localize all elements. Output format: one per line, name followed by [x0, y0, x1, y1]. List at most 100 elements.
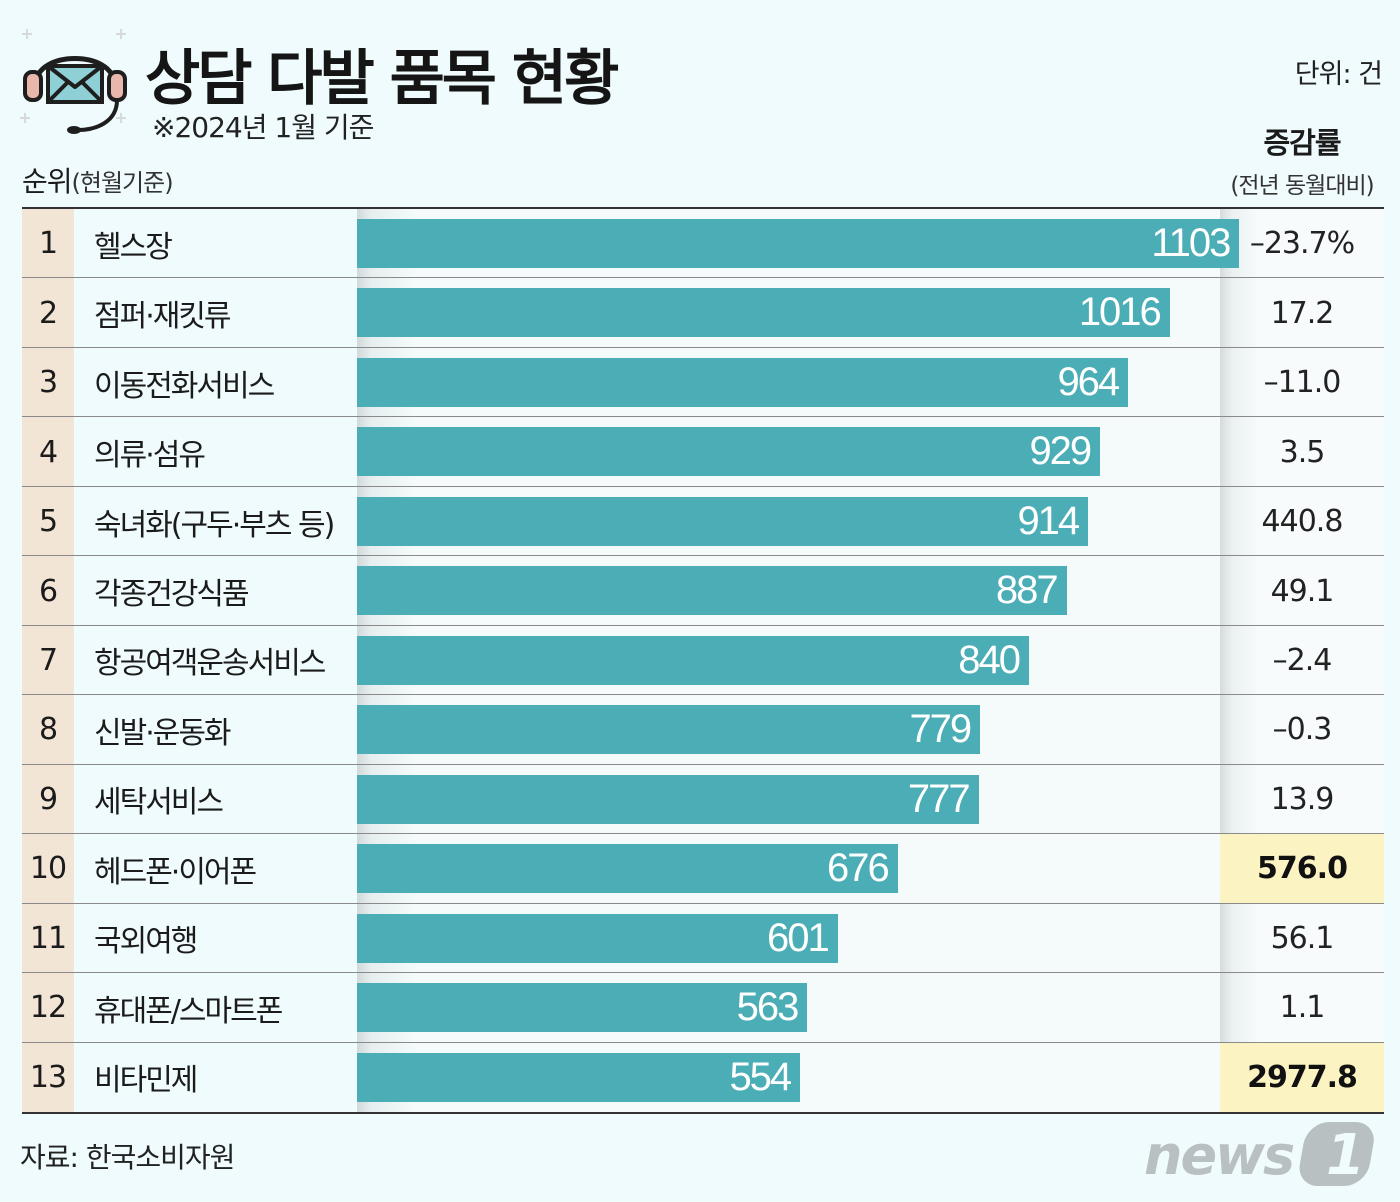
bar: 914	[357, 496, 1089, 546]
change-value: 17.2	[1270, 295, 1335, 331]
bar: 887	[357, 566, 1067, 616]
category-label: 휴대폰/스마트폰	[94, 993, 283, 1029]
rank-number: 1	[38, 226, 58, 262]
category-label: 각종건강식품	[94, 577, 250, 613]
change-value: 56.1	[1270, 920, 1335, 956]
row-divider	[22, 972, 1384, 974]
change-value: 3.5	[1279, 434, 1326, 470]
chart-row: 6 각종건강식품 887 49.1	[22, 556, 1384, 626]
chart-row: 1 헬스장 1103 –23.7%	[22, 209, 1384, 279]
row-divider	[22, 346, 1384, 348]
bar-value-label: 1103	[1151, 221, 1231, 265]
category-label: 헤드폰·이어폰	[94, 854, 257, 890]
bar-value-label: 779	[909, 707, 972, 752]
bar: 777	[357, 774, 979, 824]
category-label: 숙녀화(구두·부츠 등)	[94, 507, 335, 543]
bar: 964	[357, 357, 1129, 407]
category-label: 국외여행	[94, 924, 198, 960]
chart-row: 4 의류·섬유 929 3.5	[22, 417, 1384, 487]
rank-number: 13	[29, 1059, 67, 1095]
category-label: 헬스장	[94, 229, 173, 265]
bar-value-label: 914	[1017, 498, 1080, 543]
bar-value-label: 601	[767, 915, 830, 960]
chart-row: 5 숙녀화(구두·부츠 등) 914 440.8	[22, 487, 1384, 557]
page-title: 상담 다발 품목 현황	[145, 44, 619, 114]
chart-row: 3 이동전화서비스 964 –11.0	[22, 348, 1384, 418]
news1-logo-text: news	[1144, 1124, 1294, 1187]
source-note: 자료: 한국소비자원	[20, 1141, 235, 1174]
rank-number: 8	[38, 712, 58, 748]
news1-logo: news 1	[1144, 1122, 1374, 1188]
chart-row: 9 세탁서비스 777 13.9	[22, 765, 1384, 835]
rank-header-label: 순위	[22, 165, 73, 198]
category-label: 항공여객운송서비스	[94, 646, 326, 682]
bar: 1103	[357, 219, 1240, 268]
category-label: 의류·섬유	[94, 438, 206, 474]
chart-row: 10 헤드폰·이어폰 676 576.0	[22, 834, 1384, 904]
rank-number: 10	[29, 851, 67, 887]
change-value: 1.1	[1279, 990, 1326, 1026]
row-divider	[22, 694, 1384, 696]
bar-chart-table: 1 헬스장 1103 –23.7% 2 점퍼·재킷류 1016 17.2 3 이동전화서비스 964…	[22, 207, 1384, 1114]
bar-value-label: 1016	[1078, 290, 1162, 335]
rank-number: 5	[38, 504, 58, 540]
bar: 563	[357, 983, 808, 1033]
chart-rows: 1 헬스장 1103 –23.7% 2 점퍼·재킷류 1016 17.2 3 이동전화서비스 964…	[22, 209, 1384, 1112]
category-label: 이동전화서비스	[94, 368, 275, 404]
category-label: 비타민제	[94, 1063, 198, 1099]
chart-row: 13 비타민제 554 2977.8	[22, 1042, 1384, 1112]
change-value: 49.1	[1270, 573, 1335, 609]
rank-number: 12	[29, 990, 67, 1026]
row-divider	[22, 902, 1384, 904]
change-column-band	[1220, 209, 1384, 1112]
news1-logo-digit: 1	[1326, 1123, 1365, 1188]
category-label: 점퍼·재킷류	[94, 299, 232, 335]
rank-number: 6	[38, 573, 58, 609]
bar: 840	[357, 635, 1029, 685]
category-label: 세탁서비스	[94, 785, 224, 821]
change-value-highlight: 576.0	[1220, 834, 1384, 904]
bar: 1016	[357, 288, 1170, 338]
unit-label: 단위: 건	[1294, 59, 1383, 90]
rank-number: 3	[38, 365, 58, 401]
row-divider	[22, 555, 1384, 557]
bar: 554	[357, 1052, 801, 1102]
bar-value-label: 840	[958, 637, 1021, 682]
row-divider	[22, 485, 1384, 487]
bar: 779	[357, 705, 981, 755]
category-label: 신발·운동화	[94, 715, 232, 751]
row-divider	[22, 1041, 1384, 1043]
row-divider	[22, 763, 1384, 765]
rank-number: 4	[38, 434, 58, 470]
bar: 601	[357, 913, 838, 963]
change-header-title: 증감률	[1263, 126, 1341, 160]
rank-column-header: 순위(현월기준)	[22, 160, 174, 200]
bar: 676	[357, 844, 898, 894]
change-value: 440.8	[1261, 504, 1344, 540]
bar-value-label: 554	[729, 1054, 792, 1099]
rank-column-band	[22, 209, 74, 1112]
subtitle: ※2024년 1월 기준	[152, 111, 374, 144]
rank-number: 2	[38, 295, 58, 331]
change-value-highlight: 2977.8	[1220, 1042, 1384, 1112]
bar: 929	[357, 427, 1101, 477]
row-divider	[22, 277, 1384, 279]
change-column-header: 증감률 (전년 동월대비)	[1220, 120, 1384, 200]
rank-header-sub: (현월기준)	[71, 169, 174, 197]
change-value: –23.7%	[1249, 226, 1355, 262]
row-divider	[22, 833, 1384, 835]
chart-row: 11 국외여행 601 56.1	[22, 904, 1384, 974]
rank-number: 7	[38, 642, 58, 678]
bar-value-label: 676	[827, 846, 890, 891]
bar-value-label: 887	[995, 568, 1059, 613]
chart-row: 2 점퍼·재킷류 1016 17.2	[22, 278, 1384, 348]
bar-value-label: 563	[736, 985, 800, 1030]
chart-row: 8 신발·운동화 779 –0.3	[22, 695, 1384, 765]
change-value: 13.9	[1270, 781, 1335, 817]
headset-mail-icon	[20, 29, 127, 134]
change-value: –11.0	[1263, 365, 1342, 401]
bar-value-label: 964	[1057, 359, 1120, 404]
rank-number: 9	[38, 781, 58, 817]
change-header-sub: (전년 동월대비)	[1230, 173, 1374, 199]
rank-number: 11	[29, 920, 67, 956]
